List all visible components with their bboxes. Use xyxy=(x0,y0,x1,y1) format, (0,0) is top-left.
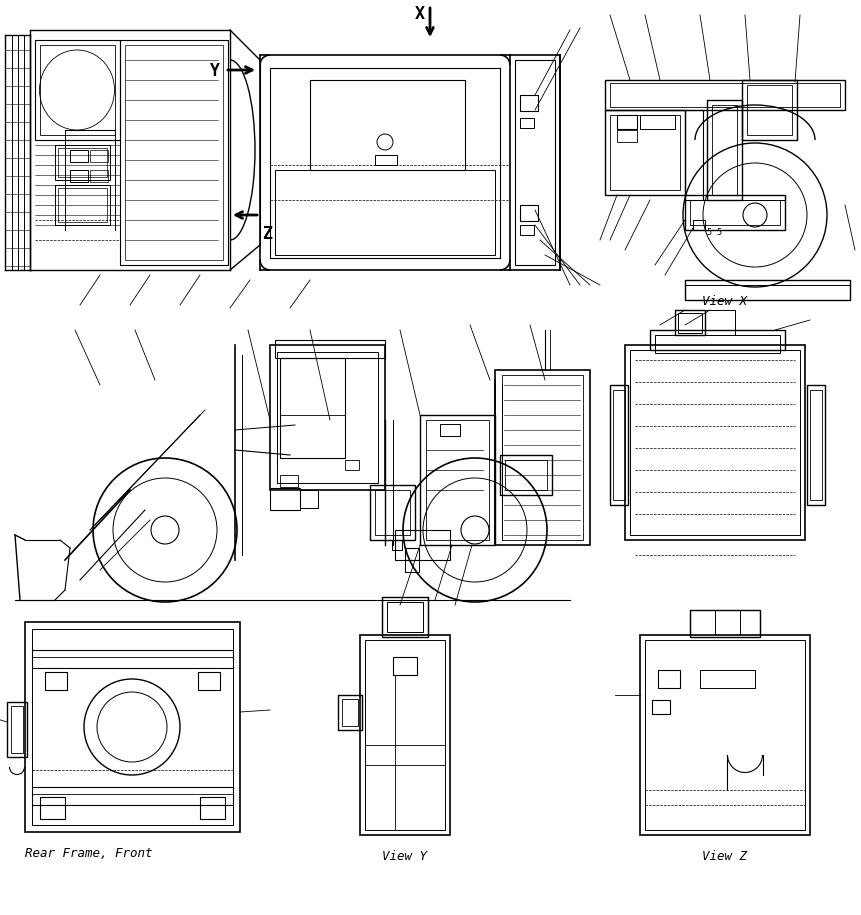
Bar xyxy=(426,420,489,540)
Text: 5 5: 5 5 xyxy=(707,228,722,237)
Bar xyxy=(387,602,423,632)
Bar xyxy=(70,150,88,162)
Text: View X: View X xyxy=(703,295,747,308)
Bar xyxy=(342,699,358,726)
Bar xyxy=(500,455,552,495)
Bar xyxy=(630,350,800,535)
Bar xyxy=(90,150,108,162)
Bar xyxy=(45,672,67,690)
Bar xyxy=(310,80,465,170)
Bar xyxy=(55,145,110,180)
Bar xyxy=(7,702,27,757)
Text: Z: Z xyxy=(262,225,272,243)
Bar xyxy=(690,610,760,637)
Bar xyxy=(32,650,233,668)
Bar xyxy=(690,200,780,225)
Bar xyxy=(270,488,300,510)
Bar xyxy=(640,115,675,129)
Bar xyxy=(520,225,534,235)
Bar xyxy=(807,385,825,505)
Bar xyxy=(520,95,538,111)
Bar xyxy=(405,548,419,560)
Bar xyxy=(35,40,120,140)
Bar xyxy=(405,560,419,572)
Bar xyxy=(393,657,417,675)
Bar xyxy=(375,490,410,535)
Bar xyxy=(40,45,115,135)
Bar xyxy=(678,313,702,333)
Bar xyxy=(658,670,680,688)
Bar xyxy=(810,390,822,500)
Bar xyxy=(345,460,359,470)
Bar xyxy=(705,310,735,335)
Text: Rear Frame, Front: Rear Frame, Front xyxy=(25,847,152,860)
Bar xyxy=(40,797,65,819)
Bar xyxy=(742,80,797,140)
Bar xyxy=(32,629,233,825)
Bar xyxy=(605,80,845,110)
Bar xyxy=(200,797,225,819)
Bar xyxy=(25,622,240,832)
Bar xyxy=(300,490,318,508)
Bar xyxy=(275,340,385,358)
Bar xyxy=(495,370,590,545)
Bar xyxy=(617,130,637,142)
Bar xyxy=(675,310,705,335)
Text: View Y: View Y xyxy=(382,850,428,863)
Bar xyxy=(712,105,737,195)
Bar xyxy=(365,640,445,830)
Bar xyxy=(270,345,385,490)
Bar xyxy=(515,60,555,265)
Bar xyxy=(55,185,110,225)
Bar xyxy=(747,85,792,135)
Bar xyxy=(520,118,534,128)
Bar xyxy=(382,597,428,637)
Bar xyxy=(700,670,755,688)
Text: X: X xyxy=(415,5,425,23)
Bar xyxy=(125,45,223,260)
Bar xyxy=(625,345,805,540)
Bar xyxy=(392,540,402,550)
Bar xyxy=(420,415,495,545)
Bar xyxy=(650,330,785,350)
Bar xyxy=(617,115,637,129)
Bar xyxy=(685,110,703,200)
Bar xyxy=(502,375,583,540)
Bar xyxy=(70,170,88,182)
Bar xyxy=(277,352,378,483)
Bar xyxy=(505,460,547,490)
Bar xyxy=(685,195,785,230)
Bar xyxy=(275,170,495,255)
Bar xyxy=(338,695,362,730)
Bar xyxy=(640,635,810,835)
Bar xyxy=(375,155,397,165)
Text: View Z: View Z xyxy=(703,850,747,863)
Bar xyxy=(655,335,780,353)
Bar xyxy=(280,358,345,458)
Bar xyxy=(32,787,233,805)
Bar xyxy=(395,530,450,560)
Bar xyxy=(11,706,23,753)
Bar xyxy=(370,485,415,540)
Bar xyxy=(440,424,460,436)
Bar xyxy=(610,385,628,505)
Bar xyxy=(520,205,538,221)
Bar xyxy=(645,640,805,830)
Bar xyxy=(610,115,680,190)
Bar xyxy=(120,40,228,265)
Bar xyxy=(685,280,850,300)
Bar xyxy=(613,390,625,500)
Bar xyxy=(610,83,840,107)
Bar xyxy=(605,110,685,195)
Bar xyxy=(652,700,670,714)
Bar xyxy=(280,475,298,487)
Bar xyxy=(58,188,107,222)
Bar xyxy=(360,635,450,835)
Bar xyxy=(707,100,742,200)
Bar xyxy=(58,148,107,177)
Bar xyxy=(198,672,220,690)
Bar xyxy=(693,220,705,230)
Text: Y: Y xyxy=(210,62,220,80)
Bar xyxy=(90,170,108,182)
